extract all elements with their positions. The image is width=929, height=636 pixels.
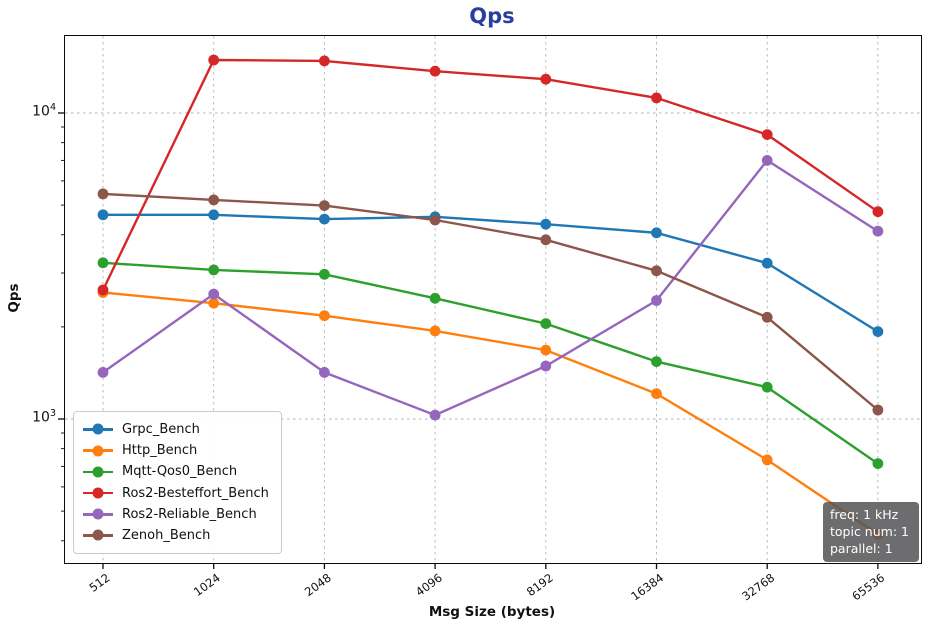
data-point-marker [429,292,441,304]
data-point-marker [872,404,884,416]
legend-item: Grpc_Bench [83,419,269,440]
data-point-marker [761,155,773,166]
data-point-marker [97,284,109,296]
data-point-marker [429,409,441,421]
series-line [102,192,879,411]
data-point-marker [319,213,330,225]
legend: Grpc_Bench Http_Bench Mqtt-Qos0_Bench Ros2-… [73,410,282,554]
data-point-marker [319,268,330,280]
data-point-marker [540,360,552,372]
chart-title: Qps [469,4,515,28]
data-point-marker [319,200,330,212]
legend-label: Zenoh_Bench [122,527,211,543]
data-point-marker [872,225,884,237]
data-point-marker [651,388,662,400]
series-line [102,261,879,465]
annotation-line: parallel: 1 [830,541,893,556]
legend-item: Http_Bench [83,440,269,461]
x-axis-label: Msg Size (bytes) [428,604,556,620]
data-point-marker [208,297,220,309]
legend-marker-icon [83,466,113,478]
series-line [102,158,879,417]
annotation-line: freq: 1 kHz [830,507,899,522]
legend-item: Mqtt-Qos0_Bench [83,461,269,482]
data-point-marker [651,227,662,239]
data-point-marker [540,234,552,246]
series-line [103,213,879,333]
data-point-marker [651,92,662,104]
data-point-marker [761,129,773,140]
legend-label: Ros2-Reliable_Bench [122,506,257,522]
data-point-marker [540,344,552,356]
legend-label: Ros2-Besteffort_Bench [122,485,269,501]
data-point-marker [208,288,220,300]
annotation-line: topic num: 1 [830,524,909,539]
data-point-marker [761,454,773,466]
data-point-marker [651,265,662,277]
plot-svg [58,36,921,569]
data-point-marker [208,209,220,221]
series-line [101,58,879,291]
data-point-marker [208,54,220,66]
legend-item: Ros2-Besteffort_Bench [83,482,269,503]
data-point-marker [651,356,662,367]
plot-area: Grpc_Bench Http_Bench Mqtt-Qos0_Bench Ros2-… [58,35,922,569]
data-point-marker [319,55,330,67]
legend-label: Mqtt-Qos0_Bench [122,464,238,480]
legend-marker-icon [83,529,113,541]
data-point-marker [319,310,330,322]
legend-item: Ros2-Reliable_Bench [83,504,269,525]
legend-marker-icon [83,508,113,520]
data-point-marker [208,264,220,276]
data-point-marker [97,257,109,269]
data-point-marker [872,458,884,469]
data-point-marker [97,209,109,221]
data-point-marker [429,325,441,337]
data-point-marker [540,318,552,329]
data-point-marker [540,218,552,230]
data-point-marker [872,326,884,337]
annotation-box: freq: 1 kHz topic num: 1 parallel: 1 [823,502,919,562]
data-point-marker [319,367,330,378]
legend-label: Grpc_Bench [122,421,200,437]
data-point-marker [872,206,884,218]
data-point-marker [208,194,220,206]
legend-marker-icon [83,487,113,499]
data-point-marker [761,257,773,269]
data-point-marker [761,381,773,393]
data-point-marker [429,214,441,226]
data-point-marker [651,295,662,306]
legend-marker-icon [83,445,113,457]
data-point-marker [540,73,552,85]
data-point-marker [429,65,441,77]
y-tick-label: 103 [32,408,56,426]
data-point-marker [97,367,109,378]
legend-label: Http_Bench [122,443,198,459]
legend-marker-icon [83,423,113,435]
y-axis-label: Qps [6,283,22,313]
data-point-marker [761,311,773,323]
data-point-marker [97,188,109,200]
y-tick-label: 104 [32,102,56,120]
series-line [102,291,879,536]
legend-item: Zenoh_Bench [83,525,269,546]
